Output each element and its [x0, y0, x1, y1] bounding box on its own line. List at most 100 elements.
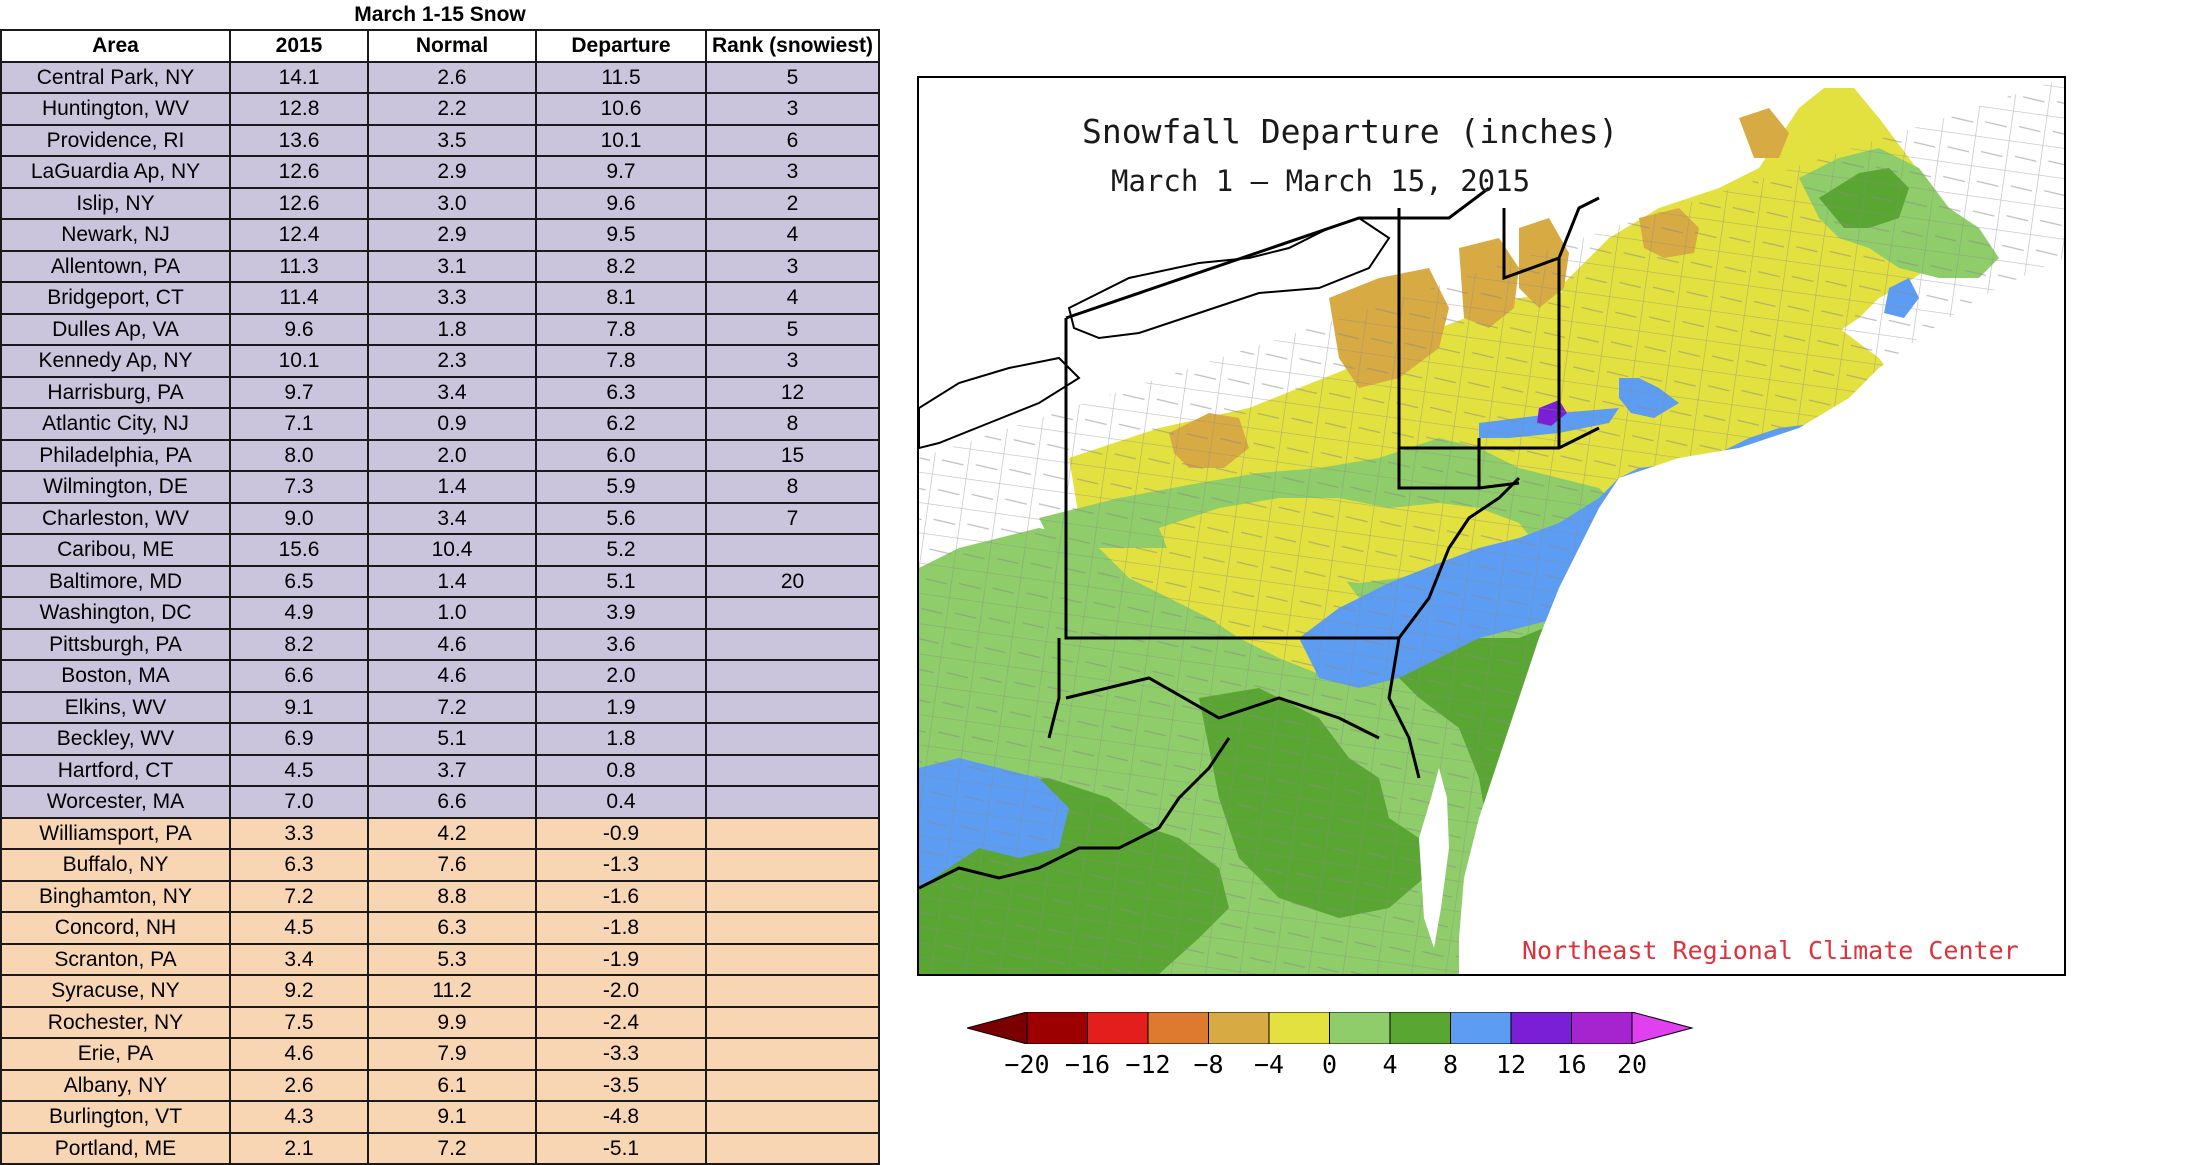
border-pa-south	[1047, 636, 1369, 739]
cell-departure: -1.6	[535, 879, 707, 913]
cell-departure: 11.5	[535, 60, 707, 94]
cell-departure: 9.6	[535, 186, 707, 220]
cell-area: Washington, DC	[0, 596, 231, 630]
cell-area: LaGuardia Ap, NY	[0, 155, 231, 189]
cell-2015: 4.5	[229, 753, 369, 787]
cell-2015: 4.9	[229, 596, 369, 630]
table-row: Kennedy Ap, NY 10.1 2.3 7.8 3	[0, 344, 880, 378]
table-caption-row: March 1-15 Snow	[1, 0, 879, 31]
cell-rank	[705, 690, 880, 724]
border-ma-north	[1399, 426, 1600, 450]
cell-normal: 2.2	[367, 92, 537, 126]
table-row: Beckley, WV 6.9 5.1 1.8	[0, 722, 880, 756]
map-credit: Northeast Regional Climate Center	[1522, 936, 2019, 965]
snow-data-table: March 1-15 Snow Area 2015 Normal Departu…	[0, 0, 880, 1165]
header-area: Area	[0, 29, 231, 63]
cell-area: Pittsburgh, PA	[0, 627, 231, 661]
table-row: Burlington, VT 4.3 9.1 -4.8	[0, 1100, 880, 1134]
cell-departure: 3.6	[535, 627, 707, 661]
table-row: Central Park, NY 14.1 2.6 11.5 5	[0, 60, 880, 94]
cell-rank: 5	[705, 60, 880, 94]
cell-departure: 10.6	[535, 92, 707, 126]
table-row: Atlantic City, NJ 7.1 0.9 6.2 8	[0, 407, 880, 441]
cell-departure: 8.2	[535, 249, 707, 283]
cell-normal: 11.2	[367, 974, 537, 1008]
cell-rank	[705, 974, 880, 1008]
snowfall-departure-map: Snowfall Departure (inches) March 1 – Ma…	[917, 76, 2066, 976]
cell-rank: 8	[705, 407, 880, 441]
cell-rank	[705, 1068, 880, 1102]
table-row: Philadelphia, PA 8.0 2.0 6.0 15	[0, 438, 880, 472]
cell-2015: 6.5	[229, 564, 369, 598]
cell-normal: 4.6	[367, 627, 537, 661]
cell-normal: 2.3	[367, 344, 537, 378]
map-graphic	[919, 78, 2064, 974]
colorbar-bin	[1026, 1012, 1088, 1044]
cell-area: Concord, NH	[0, 911, 231, 945]
cell-normal: 5.3	[367, 942, 537, 976]
colorbar-tick-label: 8	[1442, 1050, 1459, 1079]
cell-departure: 5.2	[535, 533, 707, 567]
cell-normal: 4.2	[367, 816, 537, 850]
cell-2015: 7.2	[229, 879, 369, 913]
table-row: Dulles Ap, VA 9.6 1.8 7.8 5	[0, 312, 880, 346]
cell-rank: 4	[705, 281, 880, 315]
cell-area: Binghamton, NY	[0, 879, 231, 913]
cell-area: Elkins, WV	[0, 690, 231, 724]
cell-departure: 6.2	[535, 407, 707, 441]
cell-rank	[705, 879, 880, 913]
cell-normal: 3.4	[367, 375, 537, 409]
cell-rank: 5	[705, 312, 880, 346]
table-row: Charleston, WV 9.0 3.4 5.6 7	[0, 501, 880, 535]
cell-2015: 9.1	[229, 690, 369, 724]
cell-2015: 7.3	[229, 470, 369, 504]
cell-area: Islip, NY	[0, 186, 231, 220]
cell-area: Hartford, CT	[0, 753, 231, 787]
cell-normal: 1.0	[367, 596, 537, 630]
cell-normal: 1.4	[367, 470, 537, 504]
cell-rank	[705, 911, 880, 945]
colorbar-tick-label: −12	[1125, 1050, 1171, 1079]
cell-rank: 8	[705, 470, 880, 504]
cell-normal: 9.1	[367, 1100, 537, 1134]
table-caption: March 1-15 Snow	[1, 0, 879, 31]
cell-2015: 12.4	[229, 218, 369, 252]
header-normal: Normal	[367, 29, 537, 63]
border-pa-nj	[1397, 476, 1521, 639]
cell-area: Huntington, WV	[0, 92, 231, 126]
cell-rank	[705, 1037, 880, 1071]
cell-2015: 9.6	[229, 312, 369, 346]
map-subtitle: March 1 – March 15, 2015	[1111, 164, 1531, 198]
colorbar-over-arrow	[1631, 1012, 1694, 1044]
cell-2015: 6.3	[229, 848, 369, 882]
cell-normal: 9.9	[367, 1005, 537, 1039]
cell-normal: 0.9	[367, 407, 537, 441]
cell-rank	[705, 848, 880, 882]
cell-2015: 9.0	[229, 501, 369, 535]
colorbar-tick-label: 16	[1556, 1050, 1587, 1079]
table-row: Providence, RI 13.6 3.5 10.1 6	[0, 123, 880, 157]
cell-departure: 5.9	[535, 470, 707, 504]
cell-rank	[705, 942, 880, 976]
cell-rank: 2	[705, 186, 880, 220]
cell-2015: 8.2	[229, 627, 369, 661]
cell-2015: 9.7	[229, 375, 369, 409]
cell-2015: 15.6	[229, 533, 369, 567]
table-row: Scranton, PA 3.4 5.3 -1.9	[0, 942, 880, 976]
cell-2015: 4.6	[229, 1037, 369, 1071]
table-row: Baltimore, MD 6.5 1.4 5.1 20	[0, 564, 880, 598]
table-row: Portland, ME 2.1 7.2 -5.1	[0, 1131, 880, 1165]
cell-normal: 4.6	[367, 659, 537, 693]
cell-2015: 12.6	[229, 155, 369, 189]
cell-rank	[705, 533, 880, 567]
border-md-wv	[1065, 676, 1380, 740]
border-nh-me	[1557, 196, 1600, 259]
colorbar-bin	[1268, 1012, 1330, 1044]
cell-departure: 2.0	[535, 659, 707, 693]
colorbar-bin	[1208, 1012, 1270, 1044]
cell-departure: 8.1	[535, 281, 707, 315]
cell-departure: -3.3	[535, 1037, 707, 1071]
table-row: Washington, DC 4.9 1.0 3.9	[0, 596, 880, 630]
cell-2015: 9.2	[229, 974, 369, 1008]
border-va-wv	[919, 737, 1231, 890]
